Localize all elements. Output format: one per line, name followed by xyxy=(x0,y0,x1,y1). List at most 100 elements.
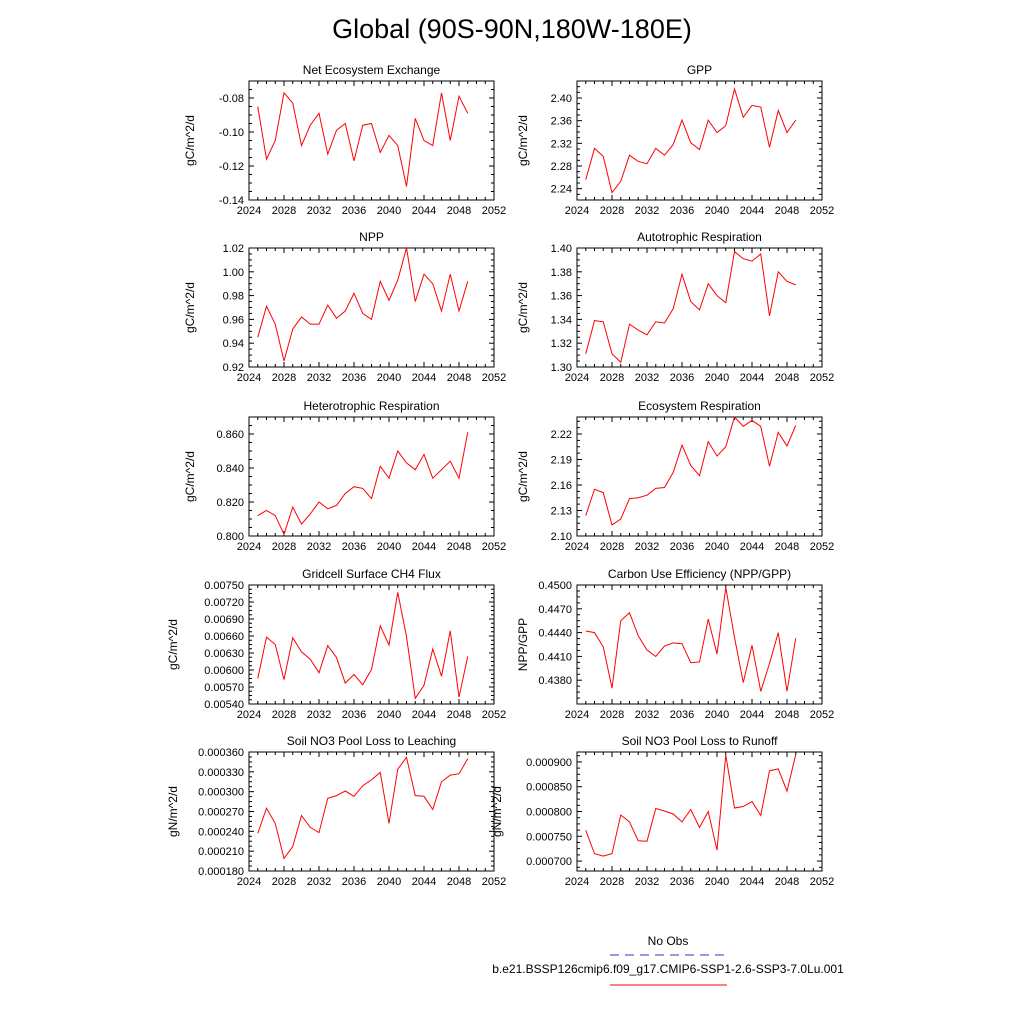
y-tick-label: 0.860 xyxy=(216,429,244,441)
x-tick-label: 2052 xyxy=(810,876,834,888)
series-line-0 xyxy=(257,91,469,187)
x-tick-label: 2040 xyxy=(377,372,401,384)
y-tick-label: 2.16 xyxy=(551,480,572,492)
plot-frame xyxy=(248,751,495,872)
x-tick-label: 2048 xyxy=(447,541,471,553)
panel-1: GPP 2024 2028 2032 2036 2040 2044 2048 2052 2.24 2… xyxy=(516,63,834,217)
x-tick-label: 2036 xyxy=(342,205,366,217)
y-tick-label: 0.000700 xyxy=(526,856,572,868)
x-tick-label: 2028 xyxy=(272,541,296,553)
y-tick-label: 0.000750 xyxy=(526,831,572,843)
y-tick-label: 0.94 xyxy=(223,338,244,350)
x-tick-label: 2052 xyxy=(482,541,506,553)
x-tick-label: 2052 xyxy=(810,541,834,553)
y-axis-label: gC/m^2/d xyxy=(166,619,180,670)
y-tick-label: 0.000360 xyxy=(198,747,244,759)
x-tick-label: 2032 xyxy=(307,876,331,888)
x-tick-label: 2044 xyxy=(412,541,436,553)
y-tick-label: -0.08 xyxy=(219,93,244,105)
x-tick-label: 2036 xyxy=(670,205,694,217)
x-tick-label: 2032 xyxy=(635,541,659,553)
y-tick-label: 0.4470 xyxy=(538,604,572,616)
panel-0: Net Ecosystem Exchange 2024 2028 2032 2036 20… xyxy=(183,63,506,217)
x-tick-label: 2048 xyxy=(447,876,471,888)
plot-frame xyxy=(576,247,823,368)
x-tick-label: 2040 xyxy=(377,205,401,217)
x-tick-label: 2024 xyxy=(565,205,589,217)
series-line-0 xyxy=(257,756,469,860)
x-tick-label: 2028 xyxy=(600,709,624,721)
x-tick-label: 2036 xyxy=(670,876,694,888)
x-tick-label: 2048 xyxy=(775,541,799,553)
y-tick-label: 2.10 xyxy=(551,531,572,543)
series-line-0 xyxy=(585,587,797,692)
x-tick-label: 2044 xyxy=(740,709,764,721)
x-tick-label: 2052 xyxy=(482,205,506,217)
y-tick-label: 2.13 xyxy=(551,506,572,518)
panels: Net Ecosystem Exchange 2024 2028 2032 2036 20… xyxy=(166,63,834,888)
plot-frame xyxy=(576,80,823,201)
y-tick-label: 0.000210 xyxy=(198,846,244,858)
panel-title: GPP xyxy=(687,63,712,77)
x-tick-label: 2024 xyxy=(237,205,261,217)
y-tick-label: 0.98 xyxy=(223,291,244,303)
x-tick-label: 2032 xyxy=(635,372,659,384)
y-tick-label: 1.36 xyxy=(551,291,572,303)
x-tick-label: 2040 xyxy=(377,876,401,888)
x-tick-label: 2032 xyxy=(635,876,659,888)
panel-title: Heterotrophic Respiration xyxy=(303,399,439,413)
panel-title: Gridcell Surface CH4 Flux xyxy=(302,567,441,581)
x-tick-label: 2048 xyxy=(447,372,471,384)
plot-frame xyxy=(576,584,823,705)
x-tick-label: 2028 xyxy=(600,876,624,888)
panel-4: Heterotrophic Respiration 2024 2028 2032 203… xyxy=(183,399,506,553)
x-tick-label: 2048 xyxy=(447,709,471,721)
x-tick-label: 2024 xyxy=(565,709,589,721)
panel-title: Net Ecosystem Exchange xyxy=(303,63,441,77)
plot-frame xyxy=(248,247,495,368)
y-tick-label: 1.38 xyxy=(551,267,572,279)
x-tick-label: 2024 xyxy=(237,876,261,888)
x-tick-label: 2036 xyxy=(342,372,366,384)
x-tick-label: 2052 xyxy=(810,709,834,721)
y-tick-label: 0.00570 xyxy=(204,682,244,694)
x-tick-label: 2048 xyxy=(775,876,799,888)
y-tick-label: 2.36 xyxy=(551,116,572,128)
y-tick-label: 2.32 xyxy=(551,138,572,150)
x-tick-label: 2028 xyxy=(272,372,296,384)
y-axis-label: gC/m^2/d xyxy=(516,115,530,166)
y-tick-label: 0.000800 xyxy=(526,807,572,819)
y-tick-label: 1.02 xyxy=(223,243,244,255)
x-tick-label: 2024 xyxy=(237,541,261,553)
x-tick-label: 2052 xyxy=(482,372,506,384)
legend-entry-0-label: No Obs xyxy=(648,934,689,948)
panel-title: Autotrophic Respiration xyxy=(637,230,762,244)
x-tick-label: 2040 xyxy=(705,876,729,888)
y-tick-label: -0.10 xyxy=(219,127,244,139)
y-tick-label: 0.4440 xyxy=(538,628,572,640)
x-tick-label: 2048 xyxy=(447,205,471,217)
x-tick-label: 2044 xyxy=(740,205,764,217)
y-tick-label: 2.19 xyxy=(551,455,572,467)
x-tick-label: 2040 xyxy=(377,541,401,553)
y-axis-label: gC/m^2/d xyxy=(516,282,530,333)
y-tick-label: 2.22 xyxy=(551,429,572,441)
x-tick-label: 2040 xyxy=(705,372,729,384)
panel-title: Carbon Use Efficiency (NPP/GPP) xyxy=(608,567,791,581)
x-tick-label: 2044 xyxy=(740,372,764,384)
series-line-0 xyxy=(257,592,469,700)
x-tick-label: 2044 xyxy=(412,709,436,721)
x-tick-label: 2036 xyxy=(670,709,694,721)
series-line-0 xyxy=(585,87,797,194)
y-tick-label: 1.40 xyxy=(551,243,572,255)
panel-title: Soil NO3 Pool Loss to Runoff xyxy=(622,734,779,748)
y-tick-label: 0.00660 xyxy=(204,631,244,643)
y-axis-label: gC/m^2/d xyxy=(516,451,530,502)
y-axis-label: gC/m^2/d xyxy=(183,115,197,166)
y-tick-label: 0.000330 xyxy=(198,767,244,779)
panel-title: Ecosystem Respiration xyxy=(638,399,761,413)
panel-5: Ecosystem Respiration 2024 2028 2032 2036 204… xyxy=(516,399,834,553)
y-axis-label: gN/m^2/d xyxy=(490,786,504,837)
x-tick-label: 2052 xyxy=(810,372,834,384)
